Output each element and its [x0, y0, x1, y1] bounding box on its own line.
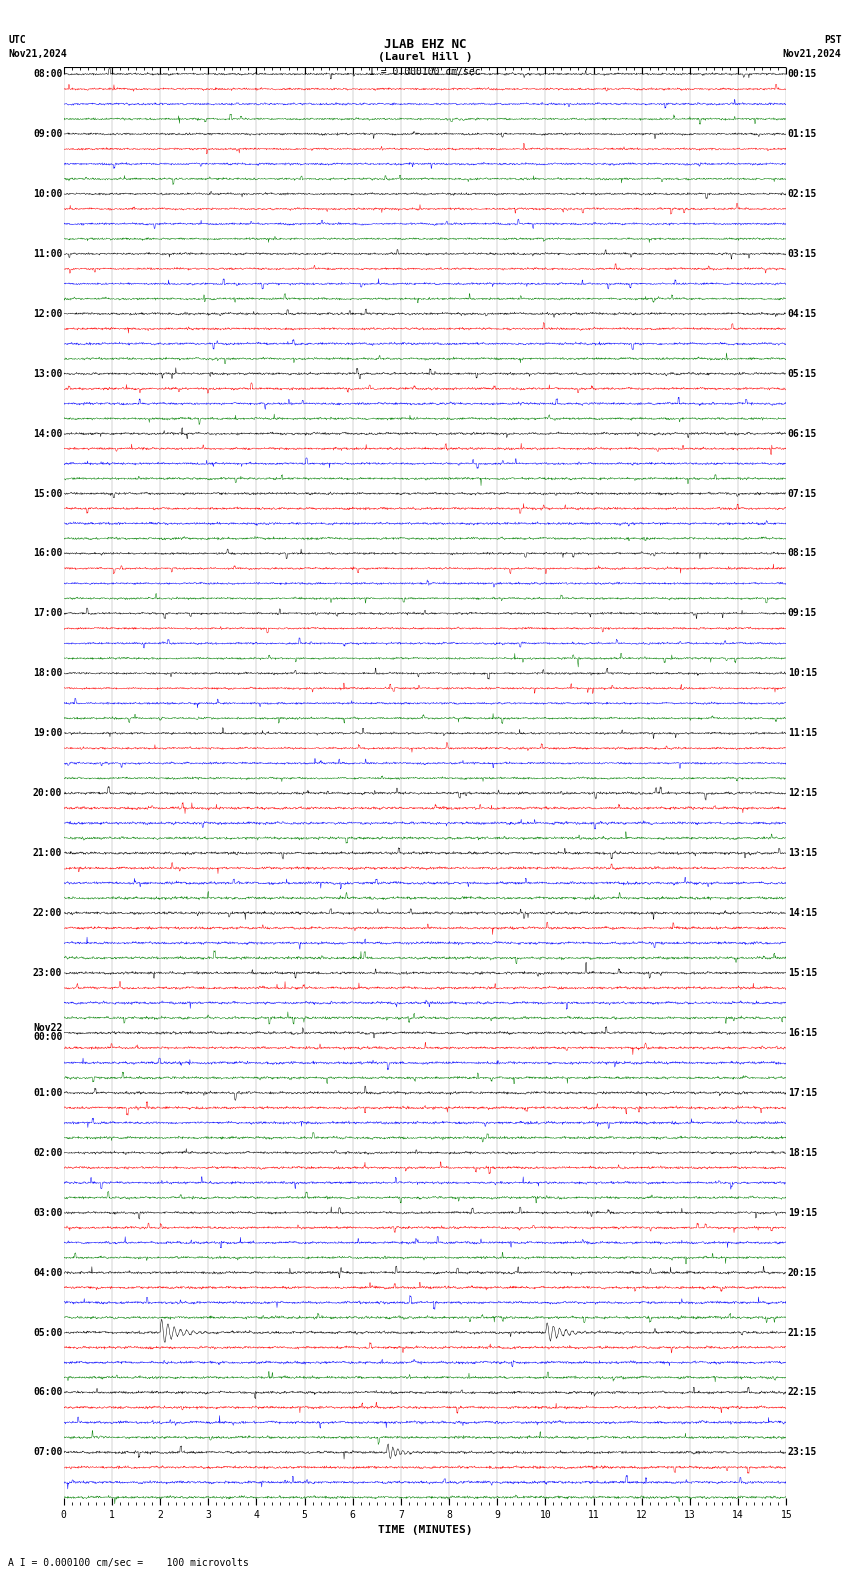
Text: JLAB EHZ NC: JLAB EHZ NC: [383, 38, 467, 51]
Text: 10:15: 10:15: [788, 668, 817, 678]
Text: 00:15: 00:15: [788, 70, 817, 79]
Text: 20:00: 20:00: [33, 789, 62, 798]
Text: 13:00: 13:00: [33, 369, 62, 379]
Text: Nov21,2024: Nov21,2024: [783, 49, 842, 59]
Text: 02:00: 02:00: [33, 1148, 62, 1158]
Text: 08:15: 08:15: [788, 548, 817, 559]
Text: 21:00: 21:00: [33, 847, 62, 859]
Text: 11:15: 11:15: [788, 729, 817, 738]
Text: 09:00: 09:00: [33, 128, 62, 139]
Text: 05:00: 05:00: [33, 1327, 62, 1337]
X-axis label: TIME (MINUTES): TIME (MINUTES): [377, 1525, 473, 1535]
Text: UTC: UTC: [8, 35, 26, 44]
Text: 06:00: 06:00: [33, 1388, 62, 1397]
Text: 09:15: 09:15: [788, 608, 817, 618]
Text: 23:00: 23:00: [33, 968, 62, 977]
Text: 21:15: 21:15: [788, 1327, 817, 1337]
Text: 04:15: 04:15: [788, 309, 817, 318]
Text: A I = 0.000100 cm/sec =    100 microvolts: A I = 0.000100 cm/sec = 100 microvolts: [8, 1559, 249, 1568]
Text: 07:00: 07:00: [33, 1448, 62, 1457]
Text: 18:15: 18:15: [788, 1148, 817, 1158]
Text: 10:00: 10:00: [33, 188, 62, 200]
Text: 07:15: 07:15: [788, 488, 817, 499]
Text: 06:15: 06:15: [788, 429, 817, 439]
Text: 01:00: 01:00: [33, 1088, 62, 1098]
Text: 22:15: 22:15: [788, 1388, 817, 1397]
Text: 11:00: 11:00: [33, 249, 62, 258]
Text: Nov22
00:00: Nov22 00:00: [33, 1023, 62, 1042]
Text: (Laurel Hill ): (Laurel Hill ): [377, 52, 473, 62]
Text: 08:00: 08:00: [33, 70, 62, 79]
Text: 04:00: 04:00: [33, 1267, 62, 1278]
Text: PST: PST: [824, 35, 842, 44]
Text: 22:00: 22:00: [33, 908, 62, 919]
Text: 19:00: 19:00: [33, 729, 62, 738]
Text: 16:00: 16:00: [33, 548, 62, 559]
Text: 19:15: 19:15: [788, 1207, 817, 1218]
Text: 01:15: 01:15: [788, 128, 817, 139]
Text: 15:00: 15:00: [33, 488, 62, 499]
Text: 14:00: 14:00: [33, 429, 62, 439]
Text: 20:15: 20:15: [788, 1267, 817, 1278]
Text: 16:15: 16:15: [788, 1028, 817, 1038]
Text: 03:15: 03:15: [788, 249, 817, 258]
Text: Nov21,2024: Nov21,2024: [8, 49, 67, 59]
Text: 12:15: 12:15: [788, 789, 817, 798]
Text: 05:15: 05:15: [788, 369, 817, 379]
Text: 02:15: 02:15: [788, 188, 817, 200]
Text: 17:15: 17:15: [788, 1088, 817, 1098]
Text: 13:15: 13:15: [788, 847, 817, 859]
Text: I = 0.000100 cm/sec: I = 0.000100 cm/sec: [369, 67, 481, 76]
Text: 12:00: 12:00: [33, 309, 62, 318]
Text: 17:00: 17:00: [33, 608, 62, 618]
Text: 23:15: 23:15: [788, 1448, 817, 1457]
Text: 14:15: 14:15: [788, 908, 817, 919]
Text: 03:00: 03:00: [33, 1207, 62, 1218]
Text: 15:15: 15:15: [788, 968, 817, 977]
Text: 18:00: 18:00: [33, 668, 62, 678]
